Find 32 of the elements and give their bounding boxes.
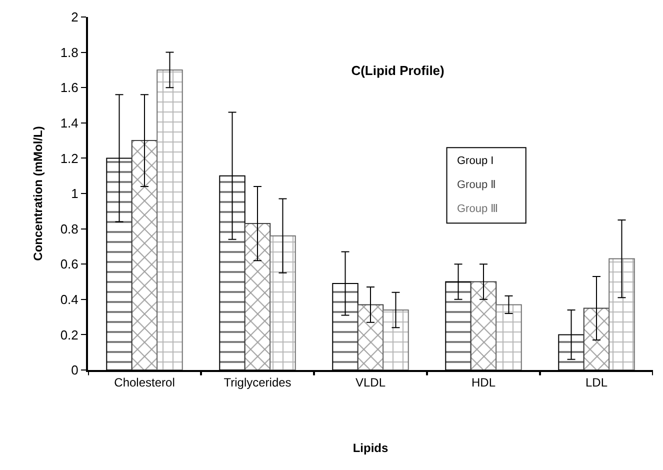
y-tick-label: 1.4: [60, 115, 78, 130]
x-tick-label: LDL: [585, 375, 608, 390]
bar: [270, 235, 296, 370]
bar: [244, 223, 271, 370]
bar: [156, 69, 183, 370]
y-tick-label: 1.6: [60, 80, 78, 96]
x-tick-label: Cholesterol: [114, 375, 175, 390]
y-tick-label: 0.8: [60, 221, 78, 236]
x-tick-label: HDL: [471, 375, 496, 390]
bar: [382, 309, 409, 370]
bar: [496, 304, 522, 370]
x-axis-title: Lipids: [352, 440, 388, 455]
y-tick-label: 0.4: [60, 292, 78, 307]
x-tick-label: VLDL: [355, 375, 386, 390]
text: Group Ⅱ: [457, 179, 496, 191]
y-tick-label: 0: [71, 362, 78, 378]
text: Group Ⅲ: [457, 203, 499, 215]
text: C(Lipid Profile): [351, 62, 444, 78]
y-tick-label: 1: [71, 186, 78, 202]
y-axis-title: Concentration (mMol/L): [31, 126, 46, 261]
y-tick-label: 2: [71, 10, 78, 25]
y-tick-label: 1.8: [60, 44, 78, 60]
bar: [357, 304, 384, 370]
y-tick-label: 0.6: [60, 256, 78, 272]
bar: [470, 281, 497, 370]
x-tick-label: Triglycerides: [224, 375, 292, 390]
y-tick-label: 1.2: [60, 150, 78, 166]
bar: [131, 140, 158, 370]
bar: [583, 308, 610, 370]
y-tick-label: 0.2: [60, 327, 78, 342]
bar: [608, 258, 635, 370]
text: Group I: [457, 155, 494, 167]
